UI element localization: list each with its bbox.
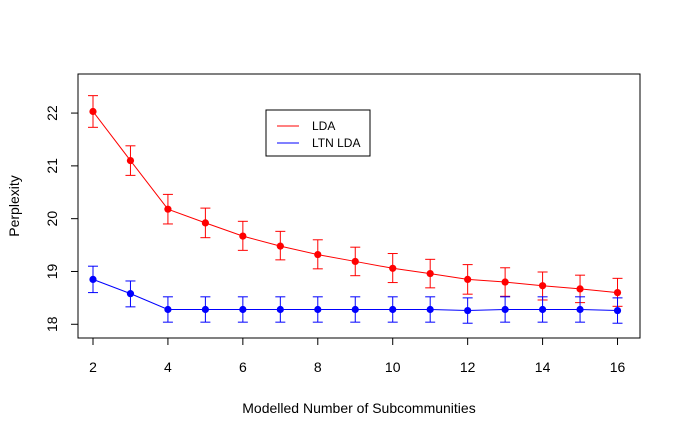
legend-box	[265, 109, 371, 157]
data-point-lda	[314, 250, 322, 259]
x-tick-label-4: 4	[164, 359, 172, 375]
x-tick-label-6: 6	[239, 359, 247, 375]
data-point-lda	[538, 282, 547, 290]
plot-frame	[77, 73, 641, 339]
y-tick-label-19: 19	[44, 263, 60, 279]
data-point-ltn-lda	[501, 305, 509, 314]
data-point-lda	[239, 232, 247, 240]
y-tick-label-20: 20	[44, 211, 60, 227]
data-point-lda	[276, 242, 284, 250]
data-point-ltn-lda	[426, 305, 434, 314]
data-point-ltn-lda	[613, 306, 622, 315]
x-axis-title: Modelled Number of Subcommunities	[242, 400, 475, 416]
x-axis: 2 4 6 8 10 12 14 16	[89, 338, 626, 375]
data-point-lda	[389, 264, 397, 272]
data-point-lda	[351, 257, 359, 266]
data-point-ltn-lda	[126, 290, 135, 298]
y-axis: 18 19 20 21 22	[44, 105, 78, 332]
data-point-lda	[164, 205, 172, 213]
data-point-lda	[89, 107, 97, 116]
x-tick-label-10: 10	[385, 359, 401, 375]
y-tick-label-22: 22	[44, 105, 60, 121]
data-point-lda	[201, 219, 209, 227]
x-tick-label-16: 16	[610, 359, 626, 375]
data-point-ltn-lda	[276, 305, 284, 314]
y-axis-title: Perplexity	[6, 175, 22, 236]
data-point-ltn-lda	[389, 305, 397, 314]
series-lda	[87, 95, 623, 307]
x-tick-label-2: 2	[89, 359, 97, 375]
data-point-ltn-lda	[164, 305, 172, 314]
data-point-lda	[501, 278, 509, 286]
data-point-lda	[426, 269, 434, 278]
data-point-ltn-lda	[351, 305, 359, 314]
y-tick-label-18: 18	[44, 316, 60, 332]
data-point-ltn-lda	[538, 305, 547, 314]
data-point-ltn-lda	[201, 305, 209, 314]
series-layer	[87, 95, 623, 324]
legend-label-lda: LDA	[312, 119, 335, 133]
data-point-ltn-lda	[239, 305, 247, 314]
legend-label-ltn-lda: LTN LDA	[312, 136, 360, 150]
x-tick-label-12: 12	[460, 359, 476, 375]
data-point-lda	[613, 288, 622, 297]
data-point-ltn-lda	[464, 306, 472, 315]
data-point-lda	[126, 156, 135, 165]
series-ltn-lda	[87, 265, 623, 324]
x-tick-label-8: 8	[314, 359, 322, 375]
data-point-lda	[464, 275, 472, 283]
y-tick-label-21: 21	[44, 158, 60, 174]
data-point-ltn-lda	[314, 305, 322, 314]
data-point-ltn-lda	[576, 305, 584, 314]
data-point-ltn-lda	[89, 275, 97, 283]
data-point-lda	[576, 285, 584, 293]
legend: LDA LTN LDA	[265, 109, 371, 157]
x-tick-label-14: 14	[535, 359, 551, 375]
